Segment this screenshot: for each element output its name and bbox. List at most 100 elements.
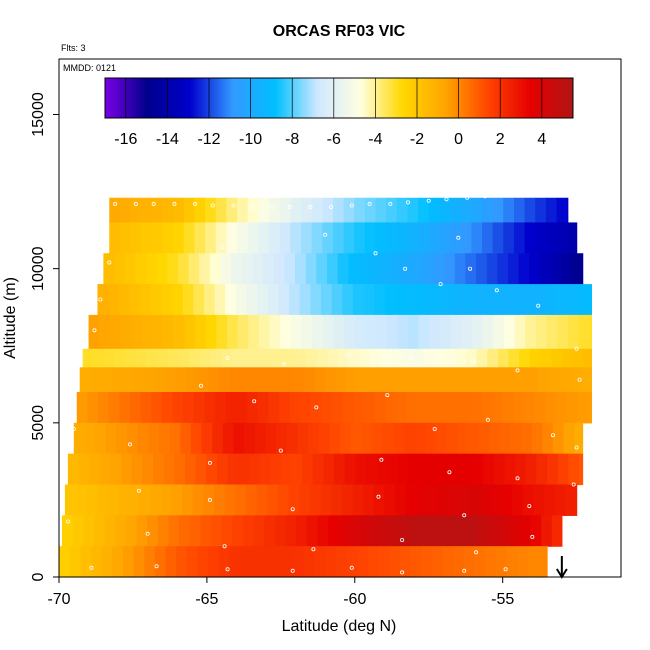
heat-cell	[300, 392, 312, 424]
heat-cell	[311, 392, 323, 424]
heat-cell	[310, 284, 322, 316]
heat-cell	[75, 484, 87, 516]
heat-cell	[316, 348, 329, 368]
heat-cell	[344, 314, 356, 350]
heat-cell	[580, 367, 592, 393]
colorbar-swatch	[346, 78, 350, 118]
heat-cell	[122, 367, 134, 393]
heat-cell	[402, 348, 414, 368]
colorbar-swatch	[258, 78, 262, 118]
obs-point	[571, 482, 576, 487]
heat-cell	[244, 422, 256, 455]
obs-point	[503, 567, 508, 572]
heat-cell	[271, 367, 283, 393]
heat-cell	[391, 348, 403, 368]
heat-cell	[582, 253, 584, 285]
heat-cell	[493, 314, 505, 350]
heat-cell	[99, 453, 112, 486]
heat-cell	[112, 546, 124, 578]
heat-cell	[363, 284, 375, 316]
colorbar-swatch	[255, 78, 259, 118]
obs-point	[193, 201, 198, 206]
heat-cell	[153, 453, 165, 486]
heat-cell	[364, 222, 377, 254]
heat-cell	[519, 348, 531, 368]
obs-point	[346, 352, 351, 357]
heat-cell	[567, 222, 578, 254]
heat-cell	[145, 253, 158, 285]
obs-point	[154, 564, 159, 569]
colorbar-swatch	[383, 78, 387, 118]
heat-cell	[295, 348, 307, 368]
heat-cell	[130, 222, 142, 254]
colorbar-swatch	[354, 78, 358, 118]
heat-cell	[59, 546, 71, 578]
heat-cell	[216, 314, 228, 350]
heat-cell	[250, 546, 262, 578]
obs-point	[400, 570, 405, 575]
x-tick-label: -55	[491, 591, 514, 608]
heat-cell	[148, 422, 160, 455]
heat-cell	[531, 422, 543, 455]
obs-point	[249, 204, 254, 209]
arrow-marker	[555, 556, 568, 579]
heat-cell	[248, 314, 260, 350]
heat-cell	[375, 197, 387, 224]
colorbar-swatch	[201, 78, 205, 118]
heat-cell	[396, 197, 409, 224]
colorbar-swatch	[367, 78, 371, 118]
heat-cell	[449, 392, 461, 424]
heat-cell	[386, 314, 398, 350]
heat-cell	[384, 484, 396, 516]
heat-cell	[231, 253, 243, 285]
heat-cell	[271, 546, 284, 578]
colorbar-swatch	[279, 78, 283, 118]
observation-points	[65, 187, 582, 575]
heat-cell	[235, 484, 247, 516]
obs-point	[89, 565, 94, 570]
obs-point	[198, 383, 203, 388]
colorbar-swatch	[133, 78, 137, 118]
heat-cell	[277, 484, 290, 516]
heat-cell	[161, 392, 174, 424]
heat-cell	[523, 392, 536, 424]
heat-cell	[322, 197, 334, 224]
obs-point	[577, 377, 582, 382]
colorbar-swatch	[552, 78, 556, 118]
heat-cell	[192, 484, 204, 516]
obs-point	[71, 426, 76, 431]
heat-cell	[367, 546, 380, 578]
heat-cell	[492, 197, 504, 224]
colorbar-swatch	[211, 78, 215, 118]
heat-cell	[567, 314, 580, 350]
heat-cell	[193, 392, 206, 424]
colorbar-swatch	[461, 78, 465, 118]
heat-cell	[323, 453, 335, 486]
colorbar-swatch	[190, 78, 194, 118]
heat-cell	[589, 314, 593, 350]
heat-cell	[186, 546, 199, 578]
obs-point	[482, 194, 487, 199]
heat-cell	[429, 453, 442, 486]
obs-point	[127, 442, 132, 447]
heat-cell	[158, 422, 171, 455]
obs-point	[65, 519, 70, 524]
heat-cell	[590, 367, 593, 393]
chart-title: ORCAS RF03 VIC	[273, 23, 406, 40]
colorbar-swatch	[131, 78, 134, 118]
obs-point	[503, 192, 508, 197]
heat-cell	[162, 222, 174, 254]
colorbar-swatch	[123, 78, 127, 118]
colorbar-swatch	[352, 78, 355, 118]
y-tick-label: 5000	[30, 405, 47, 441]
date-label: MMDD: 0121	[63, 63, 116, 73]
obs-point	[376, 494, 381, 499]
heat-cell	[524, 222, 536, 254]
heat-cell	[418, 222, 430, 254]
heat-cell	[545, 222, 558, 254]
heat-cell	[119, 197, 132, 224]
heat-cell	[90, 546, 103, 578]
heat-cell	[406, 284, 418, 316]
heat-cell	[226, 222, 238, 254]
obs-point	[136, 488, 141, 493]
